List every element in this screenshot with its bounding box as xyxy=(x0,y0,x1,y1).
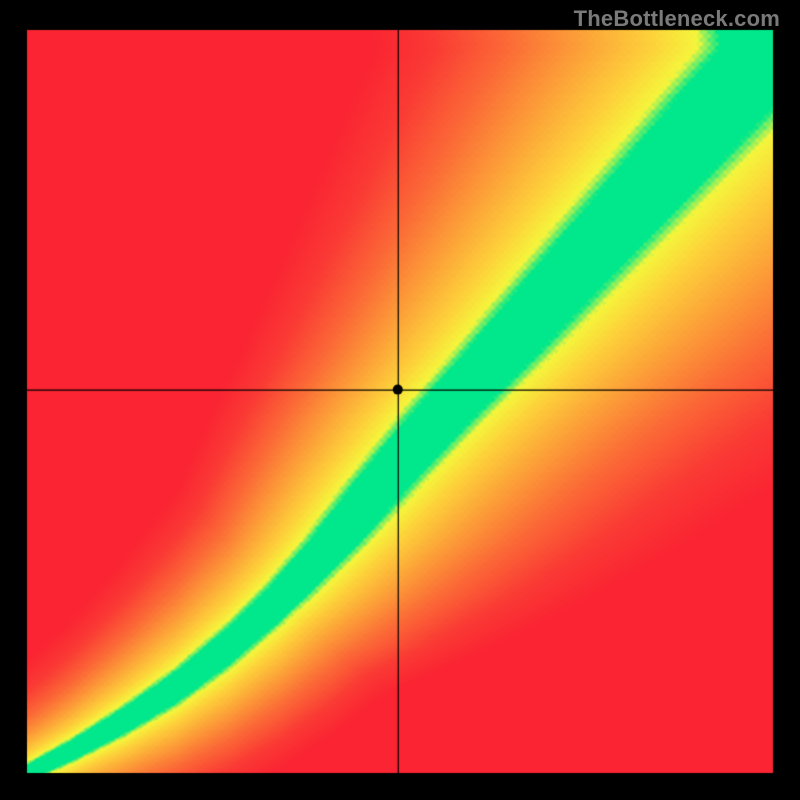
bottleneck-heatmap-canvas xyxy=(0,0,800,800)
watermark-text: TheBottleneck.com xyxy=(574,6,780,32)
heatmap-frame: TheBottleneck.com xyxy=(0,0,800,800)
